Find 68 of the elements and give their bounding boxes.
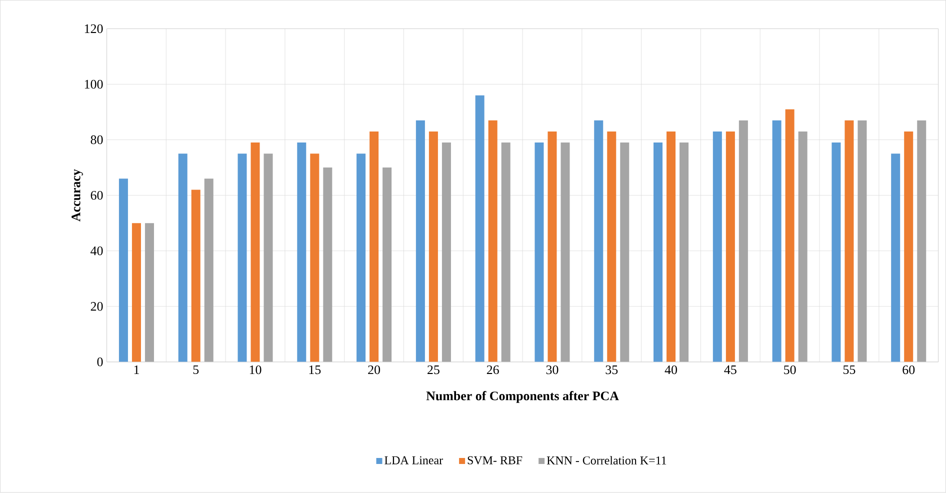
bar [204, 178, 214, 362]
y-tick-label: 20 [90, 302, 103, 311]
bar [416, 120, 425, 362]
x-tick-label: 55 [843, 366, 856, 374]
x-tick-label: 5 [193, 366, 199, 374]
x-tick-label: 60 [902, 366, 915, 374]
bar [144, 223, 154, 362]
bar [680, 142, 689, 362]
x-tick-label: 50 [784, 366, 796, 374]
bar [738, 120, 748, 362]
bar [858, 120, 867, 362]
bar [654, 142, 663, 362]
bar [891, 154, 900, 362]
x-tick-label: 30 [546, 366, 558, 374]
bar [428, 132, 438, 362]
x-tick-label: 40 [664, 366, 678, 374]
x-tick-label: 45 [724, 366, 736, 374]
bar [250, 142, 260, 362]
y-tick-label: 60 [90, 191, 103, 200]
bar [798, 132, 808, 362]
bar [501, 142, 510, 362]
bar [370, 132, 379, 362]
x-tick-label: 26 [486, 366, 499, 374]
legend-label: SVM- RBF [468, 456, 522, 465]
bar [548, 132, 557, 362]
x-tick-label: 20 [368, 366, 380, 374]
bar [323, 168, 332, 362]
bar [178, 154, 188, 362]
y-tick-label: 120 [84, 24, 103, 34]
bar [666, 132, 676, 362]
bar [534, 142, 544, 362]
bar [191, 190, 200, 362]
y-tick-label: 0 [97, 358, 103, 366]
x-axis-title: Number of Components after PCA [426, 391, 619, 404]
bar [772, 120, 782, 362]
bar [118, 178, 128, 362]
bar [238, 154, 247, 362]
bar [356, 154, 366, 362]
bar [560, 142, 570, 362]
bar [832, 142, 841, 362]
bar [917, 120, 926, 362]
y-tick-label: 100 [84, 80, 103, 89]
x-tick-label: 15 [309, 366, 321, 374]
legend-label: LDA Linear [384, 456, 443, 464]
x-tick-label: 35 [606, 366, 618, 374]
bar [594, 120, 604, 362]
y-axis-title: Accuracy [72, 169, 83, 222]
bar [382, 168, 392, 362]
bar [620, 142, 630, 362]
bar [264, 154, 273, 362]
x-tick-label: 10 [250, 366, 262, 374]
bar [607, 132, 616, 362]
x-tick-label: 25 [428, 366, 440, 374]
bar [475, 95, 484, 362]
y-tick-label: 40 [90, 246, 103, 256]
bar [844, 120, 854, 362]
bar [297, 142, 306, 362]
x-tick-label: 1 [134, 366, 139, 374]
bar [488, 120, 498, 362]
y-tick-label: 80 [90, 136, 103, 144]
bar [712, 132, 722, 362]
bar [442, 142, 451, 362]
bar [785, 109, 794, 362]
bar [904, 132, 914, 362]
bar [726, 132, 735, 362]
bar [310, 154, 320, 362]
bar [132, 223, 141, 362]
legend-label: KNN - Correlation K=11 [546, 456, 666, 465]
